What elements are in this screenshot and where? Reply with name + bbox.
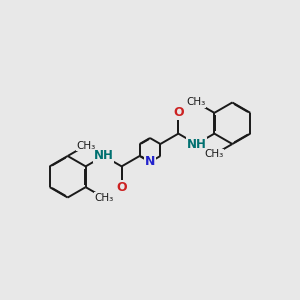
Text: O: O (173, 106, 184, 119)
Text: O: O (116, 181, 127, 194)
Text: NH: NH (94, 149, 114, 163)
Text: CH₃: CH₃ (187, 98, 206, 107)
Text: CH₃: CH₃ (76, 141, 95, 151)
Text: N: N (145, 155, 155, 169)
Text: CH₃: CH₃ (94, 193, 113, 202)
Text: NH: NH (186, 137, 206, 151)
Text: CH₃: CH₃ (205, 149, 224, 159)
